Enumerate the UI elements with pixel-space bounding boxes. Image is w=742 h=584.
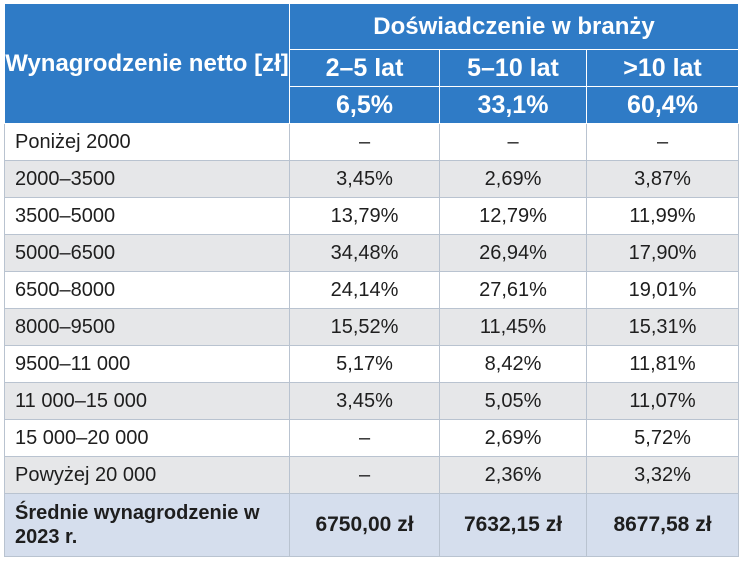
value-cell: 26,94% — [439, 234, 587, 272]
table-row: 8000–9500 15,52% 11,45% 15,31% — [4, 308, 739, 346]
column-header-share: 6,5% — [289, 86, 440, 124]
range-cell: 8000–9500 — [4, 308, 290, 346]
value-cell: 2,69% — [439, 419, 587, 457]
range-cell: Poniżej 2000 — [4, 123, 290, 161]
table-body: Poniżej 2000 – – – 2000–3500 3,45% 2,69%… — [4, 123, 739, 557]
value-cell: 3,87% — [586, 160, 739, 198]
value-cell: 19,01% — [586, 271, 739, 309]
group-header-label: Doświadczenie w branży — [373, 12, 655, 40]
value-cell: 17,90% — [586, 234, 739, 272]
group-header-cell: Doświadczenie w branży — [289, 3, 739, 50]
average-salary-value: 7632,15 zł — [439, 493, 587, 557]
value-cell: 27,61% — [439, 271, 587, 309]
value-cell: 15,31% — [586, 308, 739, 346]
average-salary-row: Średnie wynagrodzenie w 2023 r. 6750,00 … — [4, 493, 739, 557]
range-cell: 5000–6500 — [4, 234, 290, 272]
value-cell: 11,99% — [586, 197, 739, 235]
row-header-label: Wynagrodzenie netto [zł] — [5, 49, 289, 77]
value-cell: 2,69% — [439, 160, 587, 198]
value-cell: 11,81% — [586, 345, 739, 383]
value-cell: – — [289, 419, 440, 457]
value-cell: 5,05% — [439, 382, 587, 420]
average-salary-value: 8677,58 zł — [586, 493, 739, 557]
table-row: Powyżej 20 000 – 2,36% 3,32% — [4, 456, 739, 494]
value-cell: 5,17% — [289, 345, 440, 383]
table-row: 3500–5000 13,79% 12,79% 11,99% — [4, 197, 739, 235]
table-row: 15 000–20 000 – 2,69% 5,72% — [4, 419, 739, 457]
table-row: 6500–8000 24,14% 27,61% 19,01% — [4, 271, 739, 309]
value-cell: – — [289, 123, 440, 161]
column-header-years: 2–5 lat — [289, 49, 440, 87]
value-cell: 11,07% — [586, 382, 739, 420]
range-cell: 3500–5000 — [4, 197, 290, 235]
value-cell: 15,52% — [289, 308, 440, 346]
salary-table: Wynagrodzenie netto [zł] Doświadczenie w… — [4, 3, 739, 557]
value-cell: – — [439, 123, 587, 161]
value-cell: – — [586, 123, 739, 161]
value-cell: 2,36% — [439, 456, 587, 494]
table-row: 5000–6500 34,48% 26,94% 17,90% — [4, 234, 739, 272]
table-row: 9500–11 000 5,17% 8,42% 11,81% — [4, 345, 739, 383]
average-salary-value: 6750,00 zł — [289, 493, 440, 557]
value-cell: 3,32% — [586, 456, 739, 494]
column-header-years: >10 lat — [586, 49, 739, 87]
value-cell: 11,45% — [439, 308, 587, 346]
value-cell: 34,48% — [289, 234, 440, 272]
value-cell: 12,79% — [439, 197, 587, 235]
range-cell: 9500–11 000 — [4, 345, 290, 383]
value-cell: 5,72% — [586, 419, 739, 457]
value-cell: 3,45% — [289, 160, 440, 198]
value-cell: – — [289, 456, 440, 494]
table-row: Poniżej 2000 – – – — [4, 123, 739, 161]
range-cell: 15 000–20 000 — [4, 419, 290, 457]
value-cell: 24,14% — [289, 271, 440, 309]
range-cell: Powyżej 20 000 — [4, 456, 290, 494]
value-cell: 13,79% — [289, 197, 440, 235]
row-header-cell: Wynagrodzenie netto [zł] — [4, 3, 290, 124]
column-header-share: 60,4% — [586, 86, 739, 124]
table-row: 2000–3500 3,45% 2,69% 3,87% — [4, 160, 739, 198]
range-cell: 11 000–15 000 — [4, 382, 290, 420]
table-header: Wynagrodzenie netto [zł] Doświadczenie w… — [4, 3, 739, 124]
range-cell: 6500–8000 — [4, 271, 290, 309]
column-header-share: 33,1% — [439, 86, 587, 124]
range-cell: 2000–3500 — [4, 160, 290, 198]
value-cell: 8,42% — [439, 345, 587, 383]
column-header-years: 5–10 lat — [439, 49, 587, 87]
value-cell: 3,45% — [289, 382, 440, 420]
average-salary-label: Średnie wynagrodzenie w 2023 r. — [4, 493, 290, 557]
table-row: 11 000–15 000 3,45% 5,05% 11,07% — [4, 382, 739, 420]
